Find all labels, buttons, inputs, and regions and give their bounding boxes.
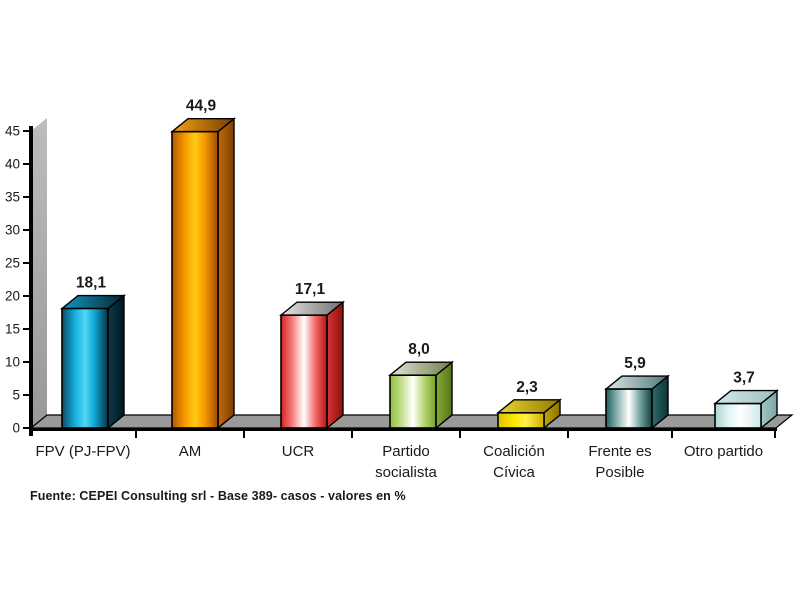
bar-front-face	[61, 307, 109, 429]
y-tick-label: 40	[5, 157, 20, 172]
value-label: 2,3	[516, 379, 538, 396]
y-axis-ticks: 0 5 10 15 20 25 30 35 40 45	[5, 124, 31, 436]
source-note: Fuente: CEPEI Consulting srl - Base 389-…	[30, 489, 406, 503]
axis-wall-3d	[31, 118, 47, 428]
bar-front-face	[605, 388, 653, 429]
y-tick-label: 0	[12, 421, 20, 436]
y-tick-label: 5	[12, 388, 20, 403]
x-axis-ticks	[135, 430, 776, 438]
bar-am: 44,9	[170, 98, 236, 430]
bar-frente-es-posible: 5,9	[604, 355, 670, 430]
value-label: 3,7	[733, 370, 755, 387]
bar-side-face	[326, 300, 344, 430]
bar-side-face	[107, 294, 125, 430]
bar-partido-socialista: 8,0	[388, 341, 454, 430]
y-tick-label: 30	[5, 223, 20, 238]
category-label: Coalición Cívica	[483, 443, 545, 481]
value-label: 18,1	[76, 275, 107, 292]
y-tick-label: 35	[5, 190, 20, 205]
y-tick-label: 45	[5, 124, 20, 139]
value-label: 44,9	[186, 98, 217, 115]
bar-side-face	[217, 117, 235, 430]
y-tick-label: 10	[5, 355, 20, 370]
bar-front-face	[714, 402, 762, 429]
category-label: Partido socialista	[375, 443, 437, 481]
bar-fpv-pj-fpv: 18,1	[60, 275, 126, 430]
bar-front-face	[389, 374, 437, 429]
bar-front-face	[497, 412, 545, 429]
bar-front-face	[280, 314, 328, 429]
category-label: Frente es Posible	[588, 443, 651, 481]
bar-coalicion-civica: 2,3	[496, 379, 562, 430]
bar-front-face	[171, 130, 219, 429]
value-label: 5,9	[624, 355, 646, 372]
value-label: 8,0	[408, 341, 430, 358]
value-label: 17,1	[295, 281, 326, 298]
bar-otro-partido: 3,7	[713, 370, 779, 430]
y-tick-label: 20	[5, 289, 20, 304]
bar-ucr: 17,1	[279, 281, 345, 430]
y-tick-label: 15	[5, 322, 20, 337]
y-tick-label: 25	[5, 256, 20, 271]
category-label: AM	[179, 443, 202, 460]
category-label: UCR	[282, 443, 315, 460]
category-label: FPV (PJ-FPV)	[35, 443, 130, 460]
category-label: Otro partido	[684, 443, 763, 460]
